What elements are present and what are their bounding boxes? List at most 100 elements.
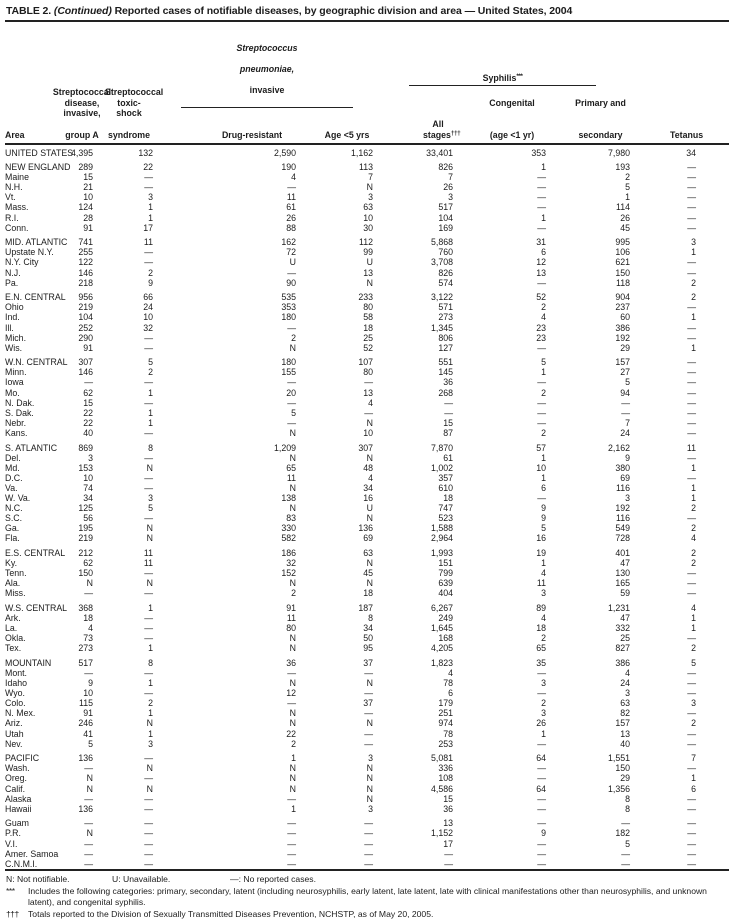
cell-value: 83 <box>286 513 296 524</box>
cell-value: — <box>687 162 697 173</box>
cell-value: 157 <box>615 357 631 368</box>
cell-value: — <box>537 838 547 849</box>
cell-value: 2 <box>691 503 697 514</box>
cell-value: 1,209 <box>273 442 296 453</box>
cell-value: 8 <box>148 657 153 668</box>
table-row: S. Dak. 22 1 5 — — — — — <box>5 408 729 418</box>
cell-value: 3,122 <box>431 292 454 303</box>
cell-value: 23 <box>536 322 547 333</box>
cell-value: 24 <box>620 678 631 689</box>
row-filler <box>696 603 729 613</box>
cell-value: 237 <box>615 302 631 313</box>
cell-value: 12 <box>286 688 296 699</box>
table-row: N.C. 125 5 N U 747 9 192 2 <box>5 503 729 513</box>
cell-value: 61 <box>286 202 296 213</box>
cell-value: 17 <box>143 222 153 233</box>
cell-value: 289 <box>78 162 93 173</box>
cell-value: 3 <box>691 237 697 248</box>
cell-value: — <box>537 763 547 774</box>
row-filler <box>696 633 729 643</box>
cell-value: 1 <box>541 728 547 739</box>
row-filler <box>696 753 729 763</box>
cell-value: — <box>687 357 697 368</box>
cell-value: 6 <box>541 247 547 258</box>
table-row: N.H. 21 — — N 26 — 5 — <box>5 182 729 192</box>
table-row: Utah 41 1 22 — 78 1 13 — <box>5 729 729 739</box>
row-area-label: PACIFIC <box>5 753 40 764</box>
cell-value: — <box>687 212 697 223</box>
cell-value: — <box>144 332 153 343</box>
cell-value: 187 <box>358 602 374 613</box>
table-row: Conn. 91 17 88 30 169 — 45 — <box>5 223 729 233</box>
cell-value: 15 <box>443 417 454 428</box>
footnote-marker-asterisks: *** <box>6 885 15 896</box>
cell-value: 353 <box>531 147 547 158</box>
cell-value: — <box>537 848 547 859</box>
cell-value: 91 <box>83 342 93 353</box>
cell-value: 157 <box>615 718 631 729</box>
cell-value: 50 <box>363 633 374 644</box>
col-header-congenital-top: Congenital <box>489 97 535 108</box>
cell-value: 18 <box>536 623 547 634</box>
cell-value: 7 <box>625 417 631 428</box>
cell-value: 1,002 <box>431 462 454 473</box>
table-row: N.J. 146 2 — 13 826 13 150 — <box>5 268 729 278</box>
cell-value: 146 <box>78 367 93 378</box>
cell-value: — <box>364 848 374 859</box>
cell-value: 8 <box>625 803 631 814</box>
cell-value: 66 <box>143 292 153 303</box>
cell-value: 63 <box>363 202 374 213</box>
cell-value: 1 <box>291 753 296 764</box>
group-header-syphilis: Syphilis*** Congenital Primary and <box>373 22 630 119</box>
cell-value: 115 <box>78 698 93 709</box>
footnote-marker-daggers: ††† <box>6 908 19 919</box>
cell-value: 37 <box>363 657 374 668</box>
cell-value: — <box>621 818 631 829</box>
cell-value: 37 <box>363 698 374 709</box>
cell-value: N <box>86 773 93 784</box>
cell-value: — <box>144 172 153 183</box>
cell-value: N <box>366 578 374 589</box>
cell-value: 59 <box>620 588 631 599</box>
cell-value: 386 <box>615 322 631 333</box>
cell-value: 180 <box>281 312 296 323</box>
syphilis-footnote-marker: *** <box>516 72 523 80</box>
row-area-label: Iowa <box>5 377 24 388</box>
cell-value: 152 <box>281 568 296 579</box>
cell-value: 2 <box>148 267 153 278</box>
cell-value: 4 <box>541 613 547 624</box>
cell-value: 136 <box>78 803 93 814</box>
footnote-totals-reported: ††† Totals reported to the Division of S… <box>6 909 728 920</box>
cell-value: — <box>621 858 631 869</box>
cell-value: 1 <box>541 472 547 483</box>
cell-value: N <box>289 783 296 794</box>
row-filler <box>696 312 729 322</box>
row-filler <box>696 172 729 182</box>
cell-value: 40 <box>620 738 631 749</box>
cell-value: 11 <box>286 613 296 624</box>
cell-value: — <box>144 753 153 764</box>
table-row: Del. 3 — N N 61 1 9 — <box>5 453 729 463</box>
cell-value: 45 <box>620 222 631 233</box>
cell-value: 61 <box>443 452 454 463</box>
cell-value: 3 <box>88 452 93 463</box>
cell-value: — <box>537 668 547 678</box>
cell-value: 56 <box>83 513 93 524</box>
row-area-label: N.J. <box>5 267 21 278</box>
row-area-label: Fla. <box>5 533 20 544</box>
cell-value: 190 <box>281 162 296 173</box>
cell-value: 1 <box>691 613 697 624</box>
cell-value: 1 <box>541 367 547 378</box>
cell-value: — <box>687 578 697 589</box>
cell-value: 15 <box>83 172 93 183</box>
row-area-label: Kans. <box>5 427 28 438</box>
cell-value: N <box>289 427 296 438</box>
cell-value: — <box>687 172 697 183</box>
cell-value: 27 <box>620 367 631 378</box>
cell-value: — <box>144 397 153 408</box>
cell-value: — <box>537 377 547 388</box>
cell-value: 63 <box>363 547 374 558</box>
cell-value: — <box>287 322 296 333</box>
row-area-label: Alaska <box>5 793 32 804</box>
cell-value: 16 <box>536 533 547 544</box>
